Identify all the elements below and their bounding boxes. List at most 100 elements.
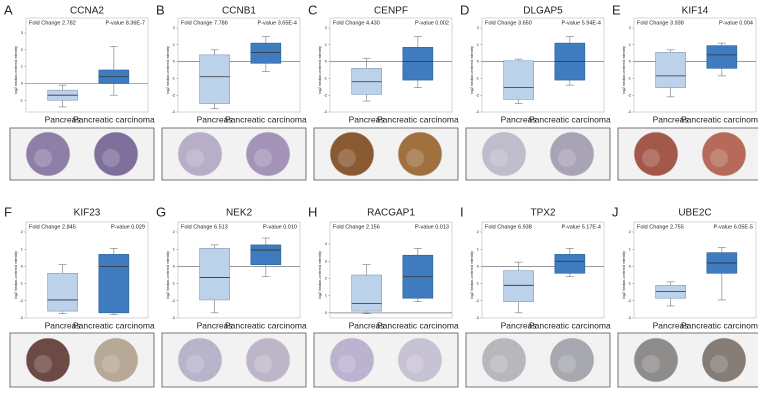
y-tick-label: -3	[475, 109, 479, 114]
y-tick-label: 1	[477, 42, 480, 47]
plot-area	[329, 221, 453, 319]
y-tick-label: 2	[325, 276, 328, 281]
x-tick-label: Pancreatic carcinoma	[529, 320, 611, 330]
tissue-core	[329, 131, 375, 177]
tissue-texture	[102, 355, 120, 373]
plot-area	[633, 221, 757, 319]
x-tick-label: Pancreas	[197, 320, 233, 330]
panel-title: UBE2C	[678, 208, 711, 219]
box	[98, 254, 130, 314]
y-tick-label: 0	[629, 59, 632, 64]
y-tick-label: -1	[171, 281, 175, 286]
y-tick-label: -3	[171, 315, 175, 320]
plot-area	[177, 17, 301, 113]
fold-change: Fold Change 2.782	[29, 20, 76, 26]
panel-title: TPX2	[530, 208, 555, 219]
y-tick-label: -3	[475, 315, 479, 320]
tissue-texture	[558, 355, 576, 373]
tissue-texture	[102, 149, 120, 167]
panel-title: CCNA2	[70, 6, 104, 17]
tissue-texture	[406, 355, 424, 373]
box	[47, 272, 78, 312]
fold-change: Fold Change 3.650	[485, 20, 532, 26]
tissue-core	[549, 131, 595, 177]
y-tick-label: 1	[477, 246, 480, 251]
y-tick-label: -1	[19, 97, 23, 102]
y-tick-label: 1	[325, 293, 328, 298]
y-tick-label: 2	[477, 229, 480, 234]
panel-letter: A	[4, 2, 13, 17]
panel-letter: B	[156, 2, 165, 17]
x-tick-label: Pancreatic carcinoma	[73, 114, 155, 124]
y-axis-label: log2 median-centered intensity	[470, 251, 474, 299]
y-axis-label: log2 median-centered intensity	[166, 251, 170, 299]
tissue-texture	[338, 149, 356, 167]
tissue-texture	[254, 149, 272, 167]
y-tick-label: 2	[21, 47, 24, 52]
y-tick-label: 2	[173, 229, 176, 234]
panel-letter: C	[308, 2, 317, 17]
tissue-core	[93, 131, 139, 177]
tissue-core	[481, 337, 527, 383]
panel-letter: J	[612, 204, 619, 219]
plot-area	[633, 17, 757, 113]
p-value: P-value 3.65E-4	[258, 20, 297, 26]
p-value: P-value 0.029	[111, 224, 145, 230]
y-tick-label: -3	[19, 315, 23, 320]
y-tick-label: 0	[477, 59, 480, 64]
y-axis-label: log2 median-centered intensity	[318, 46, 322, 94]
box	[503, 60, 534, 100]
fold-change: Fold Change 2.845	[29, 224, 76, 230]
tissue-texture	[186, 149, 204, 167]
tissue-core	[633, 131, 679, 177]
y-tick-label: 3	[325, 258, 328, 263]
y-axis-label: log2 median-centered intensity	[622, 46, 626, 94]
x-tick-label: Pancreatic carcinoma	[377, 114, 459, 124]
tissue-core	[397, 337, 443, 383]
panel-title: CENPF	[374, 6, 408, 17]
y-tick-label: 1	[173, 246, 176, 251]
panel-letter: G	[156, 204, 166, 219]
panel-title: DLGAP5	[523, 6, 563, 17]
panel-letter: F	[4, 204, 12, 219]
x-tick-label: Pancreas	[197, 114, 233, 124]
box	[250, 244, 282, 265]
y-axis-label: log2 median-centered intensity	[14, 46, 18, 94]
y-tick-label: 0	[325, 310, 328, 315]
panel-letter: I	[460, 204, 464, 219]
fold-change: Fold Change 6.513	[181, 224, 228, 230]
box	[351, 274, 382, 312]
y-tick-label: 1	[325, 42, 328, 47]
tissue-core	[245, 337, 291, 383]
y-tick-label: -1	[19, 281, 23, 286]
fold-change: Fold Change 3.938	[637, 20, 684, 26]
y-axis-label: log2 median-centered intensity	[318, 251, 322, 299]
tissue-texture	[558, 149, 576, 167]
y-tick-label: 2	[629, 229, 632, 234]
y-tick-label: 2	[629, 25, 632, 30]
y-tick-label: -2	[19, 298, 23, 303]
plot-area	[481, 17, 605, 113]
box	[351, 68, 382, 95]
tissue-core	[701, 131, 747, 177]
tissue-texture	[710, 355, 728, 373]
p-value: P-value 0.004	[719, 20, 753, 26]
p-value: P-value 8.36E-7	[106, 20, 145, 26]
x-tick-label: Pancreas	[501, 114, 537, 124]
tissue-texture	[34, 149, 52, 167]
box	[199, 248, 230, 301]
plot-area	[25, 17, 149, 113]
p-value: P-value 5.94E-4	[562, 20, 601, 26]
plot-area	[177, 221, 301, 319]
p-value: P-value 0.002	[415, 20, 449, 26]
y-tick-label: 0	[173, 59, 176, 64]
y-tick-label: -3	[627, 109, 631, 114]
p-value: P-value 0.013	[415, 224, 449, 230]
x-tick-label: Pancreatic carcinoma	[73, 320, 155, 330]
y-tick-label: -1	[323, 75, 327, 80]
panel-title: KIF23	[74, 208, 101, 219]
x-tick-label: Pancreatic carcinoma	[225, 114, 307, 124]
box	[250, 42, 282, 64]
p-value: P-value 6.05E-5	[714, 224, 753, 230]
